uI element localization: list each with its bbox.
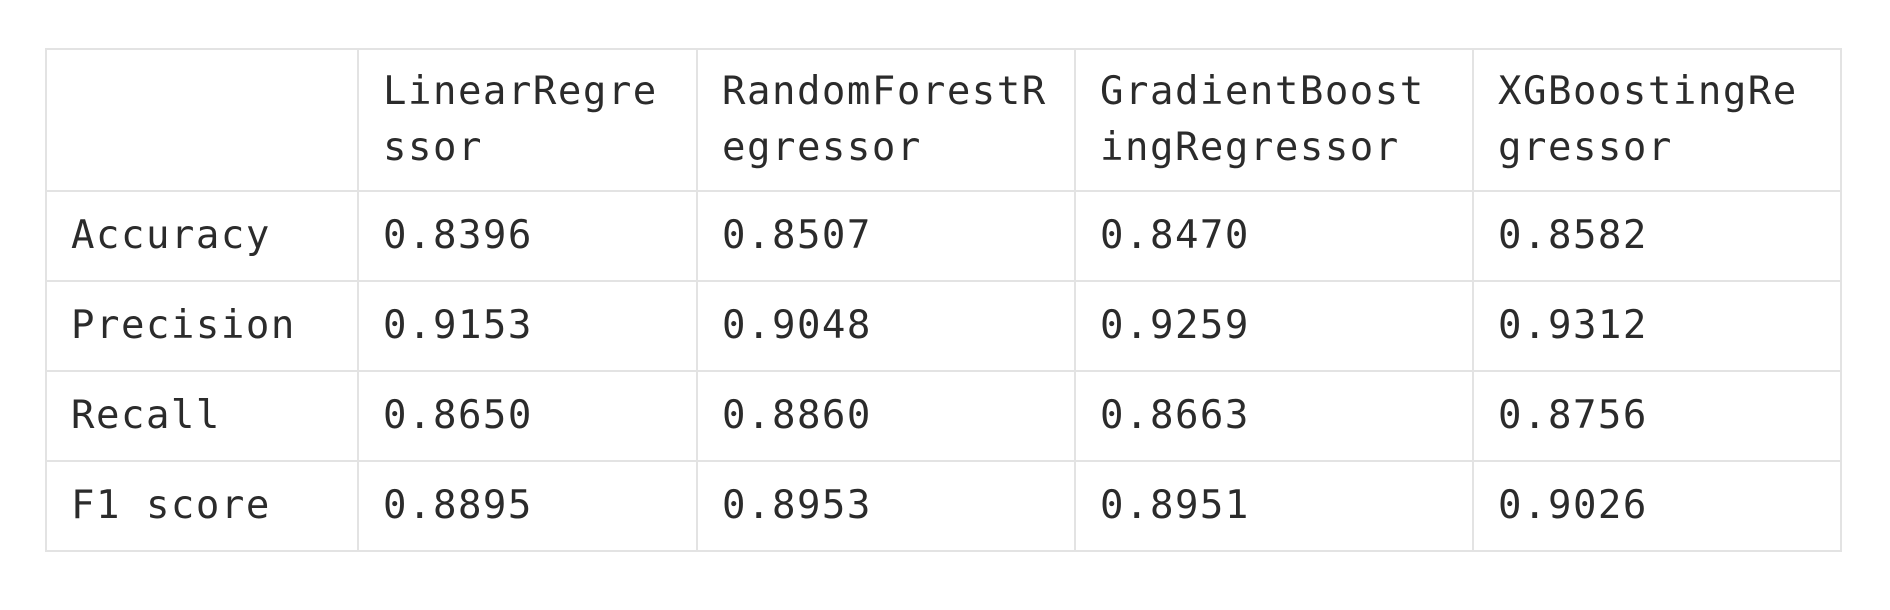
- cell-value: 0.8470: [1074, 190, 1474, 282]
- table-body: Accuracy 0.8396 0.8507 0.8470 0.8582 Pre…: [45, 190, 1842, 552]
- cell-value: 0.9153: [357, 280, 698, 372]
- cell-value: 0.9026: [1472, 460, 1842, 552]
- cell-value: 0.8953: [696, 460, 1076, 552]
- row-label-precision: Precision: [45, 280, 359, 372]
- cell-value: 0.8951: [1074, 460, 1474, 552]
- table-row-f1-score: F1 score 0.8895 0.8953 0.8951 0.9026: [45, 460, 1842, 552]
- cell-value: 0.8507: [696, 190, 1076, 282]
- header-row: LinearRegressor RandomForestRegressor Gr…: [45, 48, 1842, 192]
- cell-value: 0.8396: [357, 190, 698, 282]
- corner-cell: [45, 48, 359, 192]
- cell-value: 0.8860: [696, 370, 1076, 462]
- cell-value: 0.8650: [357, 370, 698, 462]
- cell-value: 0.8756: [1472, 370, 1842, 462]
- table-row-recall: Recall 0.8650 0.8860 0.8663 0.8756: [45, 370, 1842, 462]
- cell-value: 0.8663: [1074, 370, 1474, 462]
- cell-value: 0.8582: [1472, 190, 1842, 282]
- metrics-table-container: LinearRegressor RandomForestRegressor Gr…: [45, 48, 1842, 552]
- cell-value: 0.9048: [696, 280, 1076, 372]
- table-header: LinearRegressor RandomForestRegressor Gr…: [45, 48, 1842, 192]
- cell-value: 0.9259: [1074, 280, 1474, 372]
- table-row-precision: Precision 0.9153 0.9048 0.9259 0.9312: [45, 280, 1842, 372]
- row-label-accuracy: Accuracy: [45, 190, 359, 282]
- column-header-random-forest-regressor: RandomForestRegressor: [696, 48, 1076, 192]
- column-header-gradient-boosting-regressor: GradientBoostingRegressor: [1074, 48, 1474, 192]
- column-header-linear-regressor: LinearRegressor: [357, 48, 698, 192]
- cell-value: 0.9312: [1472, 280, 1842, 372]
- table-row-accuracy: Accuracy 0.8396 0.8507 0.8470 0.8582: [45, 190, 1842, 282]
- metrics-table: LinearRegressor RandomForestRegressor Gr…: [45, 48, 1842, 552]
- cell-value: 0.8895: [357, 460, 698, 552]
- row-label-f1-score: F1 score: [45, 460, 359, 552]
- row-label-recall: Recall: [45, 370, 359, 462]
- column-header-xgboosting-regressor: XGBoostingRegressor: [1472, 48, 1842, 192]
